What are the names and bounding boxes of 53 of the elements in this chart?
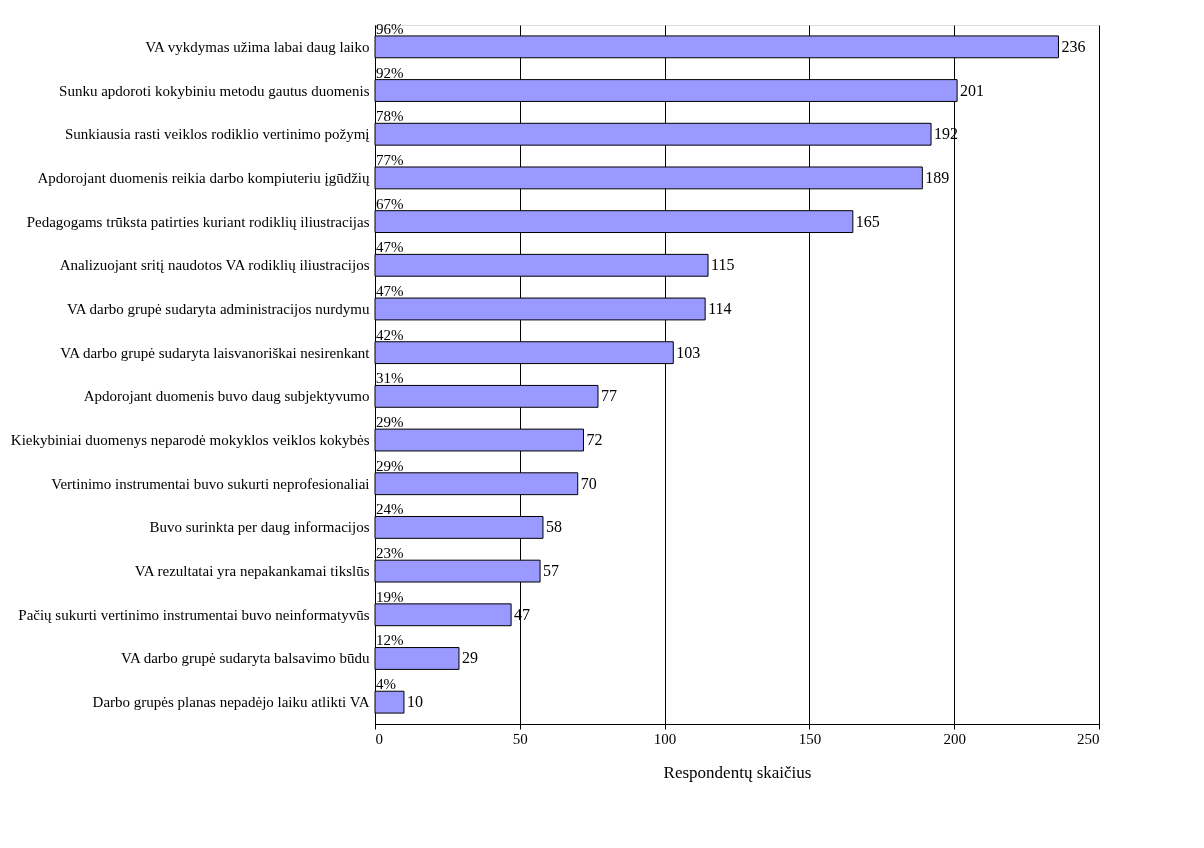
y-tick-label: Sunku apdoroti kokybiniu metodu gautus duomenis: [59, 82, 370, 99]
y-tick-label: VA vykdymas užima labai daug laiko: [145, 38, 370, 55]
annotation: 42%: [376, 326, 404, 343]
y-tick-label: Analizuojant sritį naudotos VA rodiklių iliustracijos: [59, 257, 370, 274]
data-label: 165: [855, 212, 880, 230]
y-tick-label: Pedagogams trūksta patirties kuriant rodiklių iliustracijas: [26, 213, 370, 230]
x-tick-label: 100: [653, 730, 677, 747]
data-label: 58: [545, 518, 562, 536]
y-tick-label: Sunkiausia rasti veiklos rodiklio vertinimo požymį: [64, 126, 370, 143]
y-tick-label: Darbo grupės planas nepadėjo laiku atlikti VA: [92, 694, 370, 711]
data-label: 201: [960, 81, 985, 99]
annotation: 47%: [376, 239, 404, 256]
x-tick-label: 150: [798, 730, 822, 747]
x-tick-label: 50: [512, 730, 528, 747]
y-tick-label: Pačių sukurti vertinimo instrumentai buvo neinformatyvūs: [18, 606, 370, 623]
y-tick-label: Vertinimo instrumentai buvo sukurti neprofesionaliai: [51, 475, 370, 492]
y-tick-label: VA darbo grupė sudaryta administracijos nurdymu: [66, 300, 370, 317]
annotation: 29%: [376, 414, 404, 431]
annotation: 23%: [376, 545, 404, 562]
annotation: 31%: [376, 370, 404, 387]
y-tick-label: VA darbo grupė sudaryta balsavimo būdu: [121, 650, 370, 667]
annotation: 92%: [376, 64, 404, 81]
y-tick-label: Buvo surinkta per daug informacijos: [149, 519, 370, 536]
data-label: 70: [580, 474, 597, 492]
y-tick-label: Apdorojant duomenis reikia darbo kompiuteriu įgūdžių: [37, 169, 370, 186]
annotation: 96%: [376, 20, 404, 37]
annotation: 77%: [376, 151, 404, 168]
x-tick-label: 0: [375, 730, 383, 747]
annotation: 12%: [376, 632, 404, 649]
data-label: 189: [925, 168, 950, 186]
annotation: 29%: [376, 457, 404, 474]
y-tick-label: Kiekybiniai duomenys neparodė mokyklos veiklos kokybės: [10, 432, 370, 449]
x-tick-label: 250: [1077, 730, 1100, 747]
y-tick-label: Apdorojant duomenis buvo daug subjektyvumo: [83, 388, 370, 405]
data-label: 115: [711, 256, 735, 274]
x-axis-title: Respondentų skaičius: [663, 762, 812, 782]
annotation: 24%: [376, 501, 404, 518]
annotation: 78%: [376, 108, 404, 125]
annotation: 47%: [376, 282, 404, 299]
data-label: 72: [586, 431, 603, 449]
data-label: 57: [543, 562, 560, 580]
y-tick-label: VA darbo grupė sudaryta laisvanoriškai nesirenkant: [60, 344, 371, 361]
data-label: 236: [1061, 37, 1086, 55]
data-label: 114: [708, 299, 732, 317]
annotation: 4%: [376, 676, 396, 693]
annotation: 67%: [376, 195, 404, 212]
data-label: 10: [406, 693, 423, 711]
y-tick-label: VA rezultatai yra nepakankamai tikslūs: [134, 563, 370, 580]
data-label: 77: [600, 387, 617, 405]
annotation: 19%: [376, 588, 404, 605]
data-label: 103: [676, 343, 701, 361]
data-label: 29: [461, 649, 478, 667]
x-tick-label: 200: [943, 730, 966, 747]
